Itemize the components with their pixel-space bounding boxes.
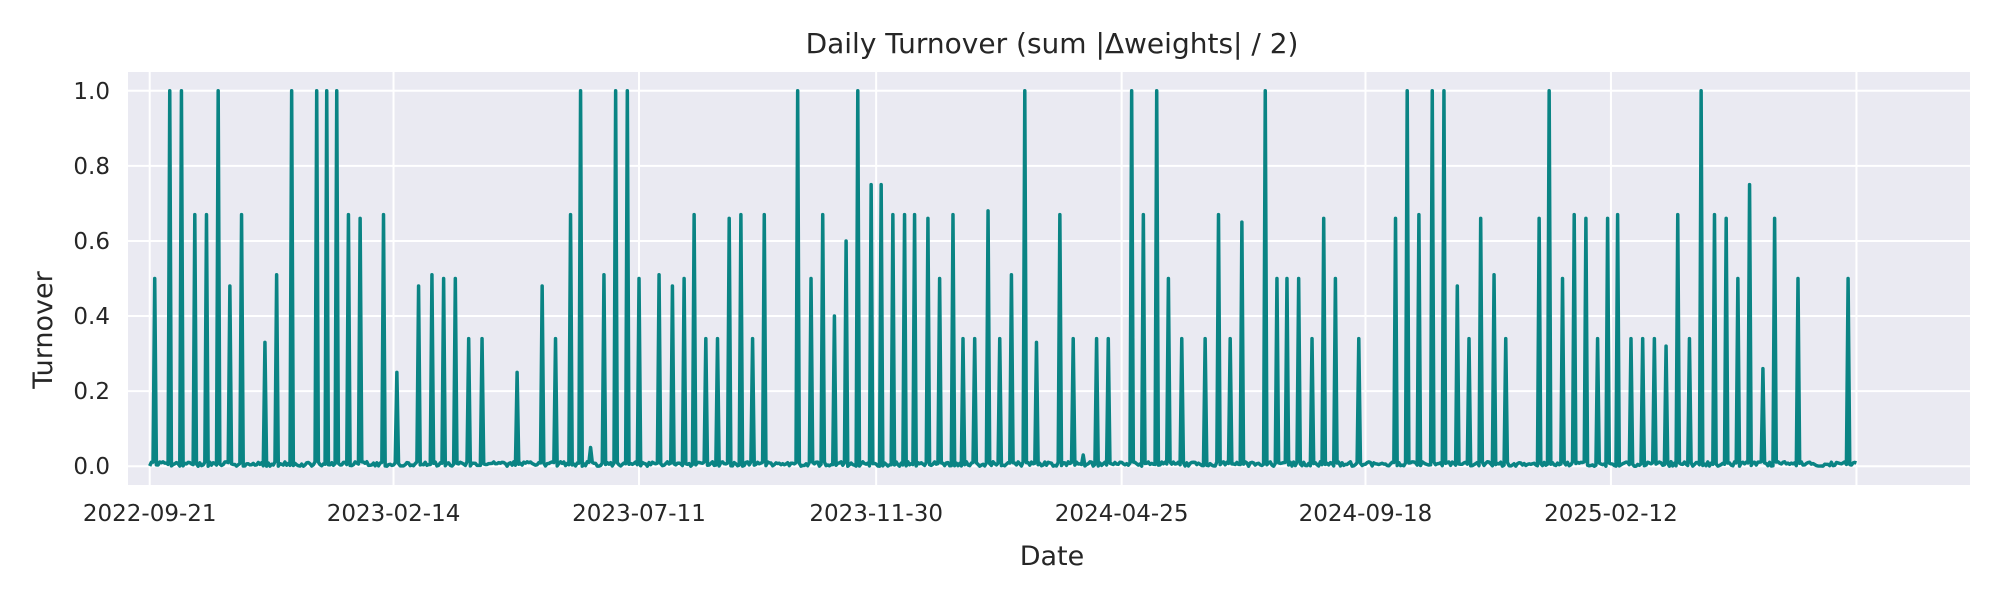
y-axis-ticks: 0.0 0.2 0.4 0.6 0.8 1.0 xyxy=(73,79,110,480)
grid-layer xyxy=(128,72,1970,485)
y-tick-label: 0.0 xyxy=(73,454,110,480)
y-axis-label: Turnover xyxy=(28,270,59,389)
y-tick-label: 0.6 xyxy=(73,229,110,255)
y-tick-label: 0.4 xyxy=(73,304,110,330)
turnover-series-line xyxy=(148,89,1857,468)
x-tick-label: 2024-09-18 xyxy=(1299,501,1433,527)
x-tick-label: 2023-02-14 xyxy=(327,501,461,527)
x-tick-label: 2025-02-12 xyxy=(1544,501,1678,527)
y-tick-label: 0.8 xyxy=(73,154,110,180)
x-axis-ticks: 2022-09-21 2023-02-14 2023-07-11 2023-11-30… xyxy=(83,501,1678,527)
y-tick-label: 0.2 xyxy=(73,379,110,405)
y-tick-label: 1.0 xyxy=(73,79,110,105)
x-tick-label: 2024-04-25 xyxy=(1055,501,1189,527)
plot-area xyxy=(128,72,1970,485)
x-tick-label: 2022-09-21 xyxy=(83,501,217,527)
x-axis-label: Date xyxy=(1020,541,1085,572)
chart-title: Daily Turnover (sum |Δweights| / 2) xyxy=(806,27,1299,60)
x-tick-label: 2023-07-11 xyxy=(572,501,706,527)
x-tick-label: 2023-11-30 xyxy=(809,501,943,527)
